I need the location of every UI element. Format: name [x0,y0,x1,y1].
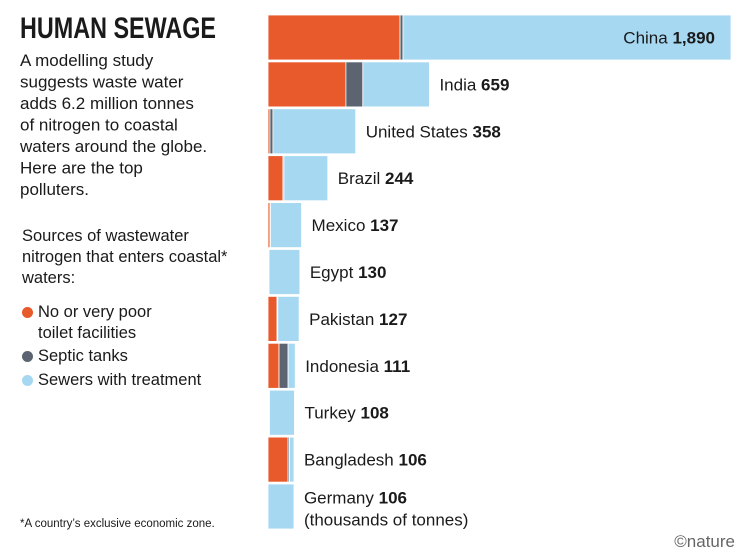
bar-segment [267,436,289,483]
category-label: Pakistan [309,310,374,329]
legend-swatch [22,307,33,318]
bar-segment [267,295,278,342]
category-label: Brazil [338,169,381,188]
bar-segment [270,202,302,249]
bar-label: Brazil 244 [338,169,414,188]
bar-segment [277,295,300,342]
legend-swatch [22,351,33,362]
footnote: *A country’s exclusive economic zone. [20,518,215,530]
value-label: 106 [399,451,427,470]
bar-segment [268,249,301,295]
bar-segment [267,61,347,108]
value-label: 358 [472,122,500,141]
bar-segment [289,436,295,483]
category-label: Egypt [310,263,354,282]
category-label: China [623,29,668,48]
intro-line: of nitrogen to coastal [20,116,178,135]
legend-label: No or very poor toilet facilities [38,303,152,342]
value-label: 106 [379,489,407,508]
category-label: Germany [304,489,374,508]
category-label: Indonesia [305,357,379,376]
value-label: 111 [384,357,411,376]
bar-segment [267,14,401,61]
category-label: United States [366,122,468,141]
bar-segment [278,342,289,389]
value-label: 244 [385,169,414,188]
bar-label: Mexico 137 [312,216,399,235]
bar-segment [267,483,295,530]
intro-line: waters around the globe. [19,137,207,156]
legend-label: Septic tanks [38,347,128,365]
unit-note: (thousands of tonnes) [304,511,468,530]
bar-segment [345,61,364,108]
bar-segment [269,389,295,436]
credit: ©nature [674,532,735,551]
intro-line: Here are the top [20,159,143,178]
value-label: 137 [370,216,398,235]
bar-label: Germany 106 [304,489,407,508]
bar-segment [269,108,274,155]
value-label: 108 [361,404,389,423]
category-label: Turkey [304,404,356,423]
legend-swatch [22,375,33,386]
value-label: 659 [481,75,509,94]
bar-label: United States 358 [366,122,501,141]
bar-label: India 659 [439,75,509,94]
category-label: Mexico [312,216,366,235]
bar-segment [287,342,296,389]
bar-segment [267,155,284,202]
bar-label: Indonesia 111 [305,357,410,376]
value-label: 1,890 [672,29,715,48]
bar-segment [267,342,280,389]
intro-line: suggests waste water [20,73,184,92]
value-label: 127 [379,310,407,329]
legend-label: Sewers with treatment [38,371,202,389]
bar-label: Turkey 108 [304,404,388,423]
category-label: Bangladesh [304,451,394,470]
intro-line: adds 6.2 million tonnes [20,94,194,113]
bar-label: Bangladesh 106 [304,451,427,470]
bar-segment [272,108,357,155]
chart-title: HUMAN SEWAGE [20,12,216,45]
value-label: 130 [358,263,386,282]
bar-label: Egypt 130 [310,263,387,282]
intro-line: polluters. [20,180,89,199]
legend-title: Sources of wastewater nitrogen that ente… [22,227,228,287]
bar-segment [283,155,329,202]
category-label: India [439,75,476,94]
bar-label: China 1,890 [623,29,715,48]
bar-segment [362,61,430,108]
bar-segment [402,14,732,61]
bar-label: Pakistan 127 [309,310,407,329]
bar-segment [399,14,404,61]
intro-line: A modelling study [20,51,154,70]
